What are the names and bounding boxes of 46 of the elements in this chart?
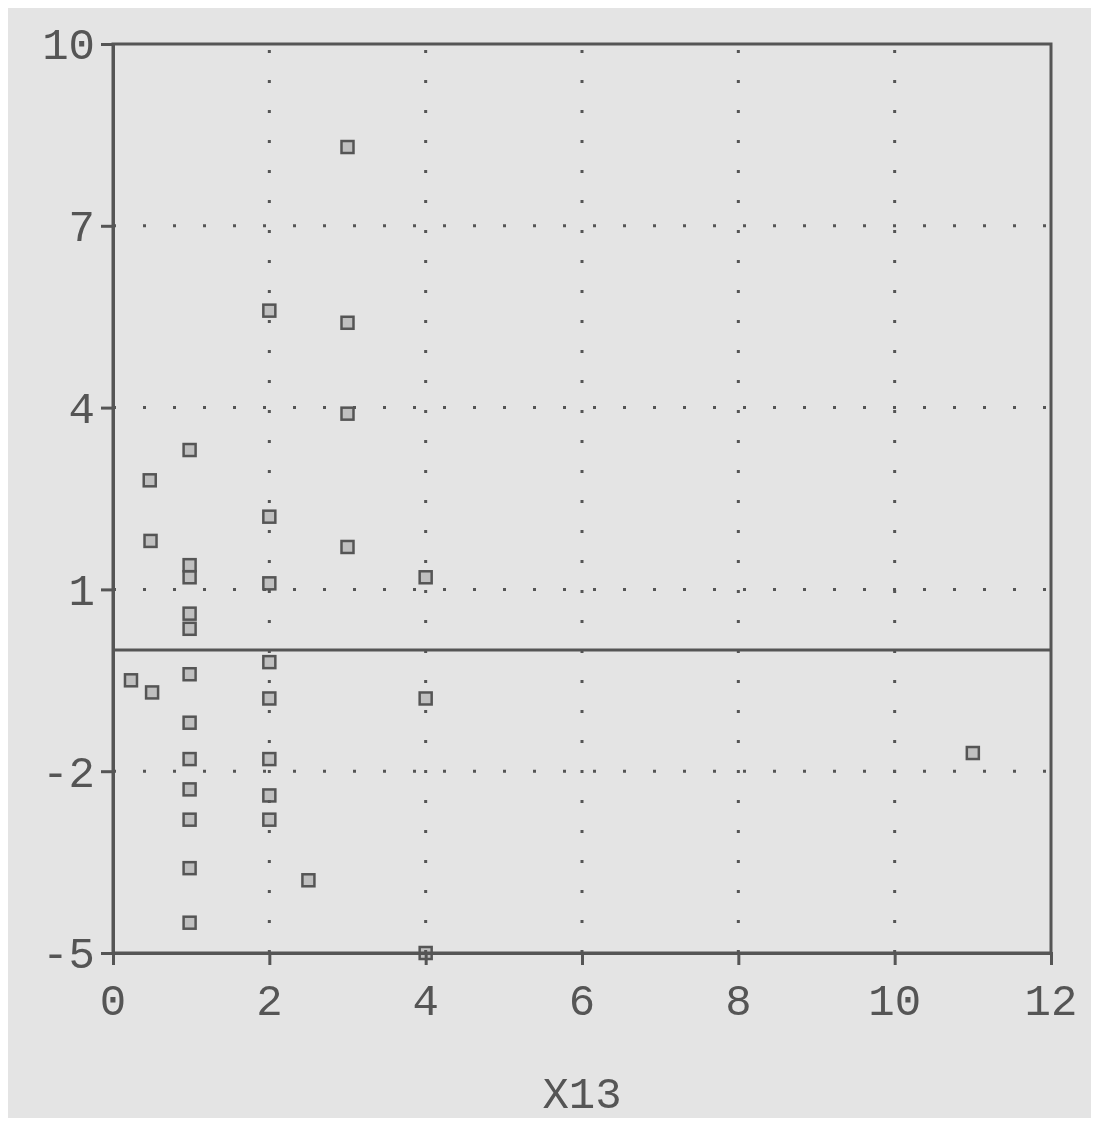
y-tick-label: 7 (68, 204, 95, 255)
x-tick-label: 2 (256, 978, 283, 1028)
point (182, 606, 197, 621)
x-tick-label: 0 (99, 978, 127, 1028)
point (262, 509, 277, 524)
point (262, 812, 277, 827)
point (301, 873, 316, 888)
point (143, 533, 158, 549)
point (123, 673, 139, 688)
y-tick-label: 1 (68, 567, 95, 618)
point (340, 406, 355, 421)
y-tick-label: -5 (42, 931, 95, 982)
x-axis-title: X13 (542, 1071, 622, 1121)
point (182, 812, 197, 827)
x-tick-label: 6 (568, 978, 596, 1028)
x-tick-label: 8 (725, 978, 752, 1028)
point (182, 860, 197, 876)
point (262, 576, 277, 591)
point (340, 139, 355, 155)
point (262, 788, 277, 803)
point (262, 751, 277, 767)
point (262, 691, 277, 706)
x-tick-label: 4 (412, 978, 439, 1028)
point (340, 539, 355, 555)
point (182, 751, 197, 767)
point (182, 715, 197, 730)
point (182, 442, 197, 458)
point (182, 782, 197, 797)
point (965, 745, 981, 761)
point (182, 915, 197, 930)
point (418, 691, 433, 706)
point (182, 570, 197, 585)
y-tick-label: -2 (42, 749, 95, 800)
point (340, 315, 355, 331)
point (418, 570, 433, 585)
x-tick-label: 12 (1024, 978, 1078, 1028)
point (182, 621, 197, 637)
point (262, 303, 277, 318)
point (418, 945, 433, 961)
point (142, 473, 157, 488)
y-tick-label: 10 (42, 22, 95, 73)
point (144, 685, 160, 700)
y-tick-label: 4 (68, 386, 95, 436)
point (262, 654, 277, 670)
x-tick-label: 10 (868, 978, 922, 1028)
point (182, 666, 197, 682)
